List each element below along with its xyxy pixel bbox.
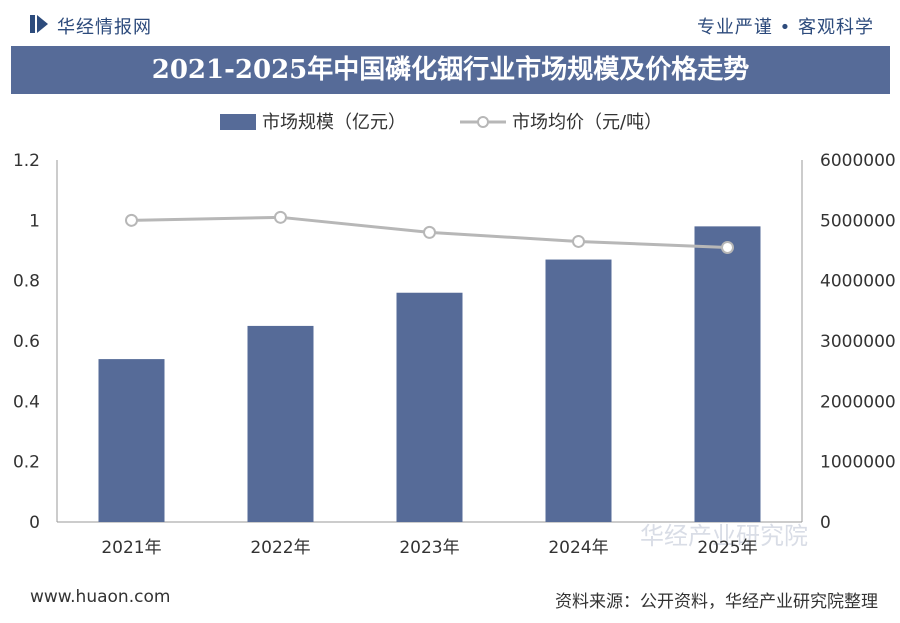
chart-legend: 市场规模（亿元） 市场均价（元/吨） <box>220 112 662 133</box>
bar-series <box>98 226 761 522</box>
bar <box>694 226 761 522</box>
y-left-tick-label: 0.8 <box>13 272 40 292</box>
y-right-tick-label: 6000000 <box>820 151 896 171</box>
legend-line-label: 市场均价（元/吨） <box>512 112 662 133</box>
x-tick-label: 2021年 <box>101 538 161 558</box>
bar <box>98 359 165 522</box>
legend-line-marker <box>477 116 489 128</box>
line-point <box>125 213 138 227</box>
top-bar: 华经情报网 专业严谨 • 客观科学 <box>0 0 900 46</box>
y-right-tick-label: 0 <box>820 513 831 533</box>
bar <box>545 259 612 522</box>
y-right-tick-label: 5000000 <box>820 211 896 231</box>
line-point <box>274 210 287 224</box>
line-series <box>125 210 734 254</box>
chart-axes: 0 0.2 0.4 0.6 0.8 1 1.2 0 1000000 2000000 3000000 4… <box>13 151 896 558</box>
chart: 华经产业研究院 市场规模（亿元） 市场均价（元/吨） 0 0.2 0.4 0.6 0.8 1… <box>13 112 896 558</box>
y-left-tick-label: 1.2 <box>13 151 40 171</box>
y-right-tick-label: 2000000 <box>820 392 896 412</box>
y-left-tick-label: 0.6 <box>13 332 40 352</box>
chart-title: 2021-2025年中国磷化铟行业市场规模及价格走势 <box>151 55 750 85</box>
y-right-tick-label: 4000000 <box>820 272 896 292</box>
brand-tagline: 专业严谨 • 客观科学 <box>696 17 874 38</box>
y-left-tick-label: 0 <box>29 513 40 533</box>
y-right-tick-label: 1000000 <box>820 453 896 473</box>
y-right-tick-label: 3000000 <box>820 332 896 352</box>
x-tick-label: 2023年 <box>399 538 459 558</box>
x-tick-label: 2022年 <box>250 538 310 558</box>
y-left-tick-label: 0.2 <box>13 453 40 473</box>
x-tick-label: 2024年 <box>548 538 608 558</box>
footer-source: 资料来源：公开资料，华经产业研究院整理 <box>555 592 878 612</box>
y-left-tick-label: 0.4 <box>13 392 40 412</box>
brand-logo-icon <box>30 15 48 33</box>
line-point <box>423 225 436 239</box>
bar <box>396 292 463 522</box>
watermark-text: 华经产业研究院 <box>640 522 808 550</box>
chart-title-bar: 2021-2025年中国磷化铟行业市场规模及价格走势 <box>11 46 890 94</box>
line-point <box>721 240 734 254</box>
x-tick-label: 2025年 <box>697 538 757 558</box>
footer-website: www.huaon.com <box>30 587 171 607</box>
brand-name: 华经情报网 <box>57 17 152 38</box>
line-point <box>572 234 585 248</box>
legend-bar-swatch <box>220 114 256 130</box>
y-left-tick-label: 1 <box>29 211 40 231</box>
bar <box>247 325 314 522</box>
legend-bar-label: 市场规模（亿元） <box>262 112 406 133</box>
